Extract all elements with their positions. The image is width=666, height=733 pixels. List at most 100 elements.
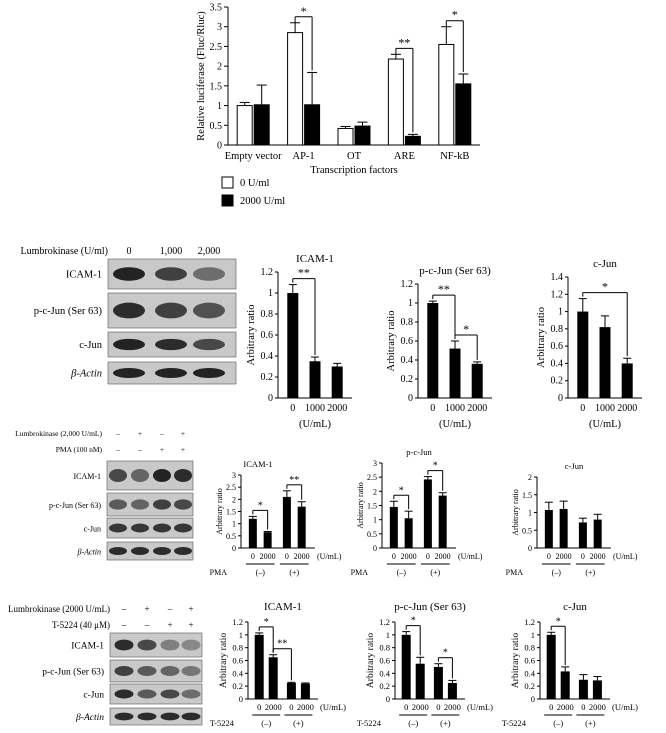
x-axis-label: Transcription factors — [310, 165, 397, 176]
treatment-mark: – — [159, 429, 164, 438]
sig-label: * — [399, 485, 404, 496]
group-label: (–) — [397, 568, 407, 577]
chart-title: p-c-Jun — [406, 447, 432, 457]
y-tick-label: 2 — [232, 495, 236, 504]
band — [114, 639, 134, 651]
treatment-mark: 2,000 — [198, 246, 221, 257]
treatment-label: Lumbrokinase (2000 U/mL) — [8, 604, 110, 614]
small-bar-chart: 0 0.2 0.4 0.6 0.8 1 1.2 p-c-Jun (Ser 63) Arbitra… — [357, 601, 493, 728]
x-tick-label: Empty vector — [225, 151, 282, 162]
x-axis-label: (U/mL) — [467, 702, 493, 712]
bar — [577, 311, 589, 398]
x-axis-label: (U/mL) — [589, 419, 622, 430]
group-label: (+) — [430, 568, 440, 577]
bar — [599, 327, 611, 398]
bar — [560, 671, 570, 699]
bar — [309, 361, 321, 398]
band — [174, 499, 192, 510]
bar — [287, 293, 299, 398]
blot-row-label: c-Jun — [84, 525, 101, 534]
group-label: (+) — [585, 718, 596, 728]
x-tick-label: 2000 — [556, 552, 572, 561]
y-tick-label: 0.8 — [379, 643, 390, 653]
x-tick-label: 1000 — [445, 403, 465, 414]
band — [131, 499, 149, 510]
band — [160, 712, 180, 721]
chart-title: ICAM-1 — [264, 601, 302, 613]
treatment-mark: – — [167, 604, 173, 614]
y-tick-label: 0.8 — [524, 643, 535, 653]
bar — [449, 348, 461, 398]
band — [109, 468, 127, 483]
blot-row-label: p-c-Jun (Ser 63) — [49, 501, 101, 510]
blot-row-label: p-c-Jun (Ser 63) — [42, 667, 104, 678]
y-axis-label: Arbitrary ratio — [219, 633, 229, 688]
group-label: (+) — [585, 568, 595, 577]
bar — [287, 32, 304, 146]
bar — [433, 666, 443, 699]
y-tick-label: 1.5 — [226, 508, 236, 517]
y-tick-label: 0.5 — [367, 530, 377, 539]
bar — [268, 657, 278, 699]
treatment-label: Lumbrokinase (U/ml) — [21, 246, 108, 257]
y-tick-label: 2.5 — [367, 473, 377, 482]
y-tick-label: 1.5 — [210, 81, 223, 92]
band — [174, 546, 192, 556]
band — [160, 689, 180, 699]
y-tick-label: 1.2 — [379, 617, 390, 627]
y-tick-label: 2 — [217, 62, 222, 73]
bar — [253, 104, 270, 146]
y-axis-label: Arbitrary ratio — [356, 482, 365, 528]
x-tick-label: 0 — [580, 403, 585, 414]
band — [181, 689, 201, 699]
bar — [455, 83, 472, 146]
x-axis-label: (U/mL) — [320, 702, 346, 712]
band — [181, 712, 201, 721]
bar — [297, 506, 306, 548]
y-tick-label: 1 — [386, 630, 390, 640]
treatment-mark: + — [181, 429, 185, 438]
sig-label: * — [443, 648, 448, 659]
blot-row-label: β-Actin — [75, 713, 104, 723]
group-prefix: PMA — [210, 568, 228, 577]
bar — [621, 363, 633, 398]
western-blot-1: Lumbrokinase (2,000 U/mL) – + – + PMA (100 nM… — [15, 429, 194, 561]
y-tick-label: 0.8 — [401, 317, 414, 328]
y-tick-label: 0.6 — [261, 330, 274, 341]
y-tick-label: 1 — [239, 630, 243, 640]
y-tick-label: 0 — [373, 544, 377, 553]
band — [109, 523, 127, 533]
chart-title: p-c-Jun (Ser 63) — [394, 601, 466, 613]
band — [153, 523, 171, 533]
treatment-mark: + — [188, 604, 193, 614]
small-bar-chart: 0 0.5 1 1.5 2 2.5 3 p-c-Jun Arbitrary ratio 0 2000… — [351, 447, 483, 577]
sig-label: * — [463, 322, 469, 336]
bar — [286, 682, 296, 699]
x-tick-label: 0 — [547, 552, 551, 561]
treatment-mark: + — [160, 445, 164, 454]
bar — [282, 496, 291, 548]
treatment-mark: – — [144, 620, 150, 630]
y-tick-label: 1.2 — [551, 289, 564, 300]
y-tick-label: 0 — [528, 544, 532, 553]
y-tick-label: 1 — [373, 516, 377, 525]
y-axis-label: Arbitrary ratio — [536, 307, 547, 368]
band — [174, 468, 192, 483]
x-tick-label: 2000 — [435, 552, 451, 561]
y-tick-label: 0.6 — [232, 656, 243, 666]
blot-row-label: ICAM-1 — [73, 472, 101, 481]
bar — [236, 105, 253, 146]
bar — [438, 495, 447, 548]
y-tick-label: 0.4 — [551, 358, 564, 369]
y-tick-label: 1 — [217, 101, 222, 112]
y-axis-label: Arbitrary ratio — [366, 633, 376, 688]
y-tick-label: 1.4 — [551, 272, 564, 283]
small-bar-chart: 0 0.2 0.4 0.6 0.8 1 1.2 c-Jun Arbitrary ratio 0 20… — [502, 601, 638, 728]
blot-row-label: c-Jun — [79, 340, 102, 351]
y-tick-label: 0 — [531, 694, 535, 704]
y-tick-label: 0.8 — [261, 309, 274, 320]
y-tick-label: 1 — [232, 520, 236, 529]
group-prefix: T-5224 — [502, 718, 527, 728]
treatment-mark: – — [115, 445, 120, 454]
y-tick-label: 0 — [558, 393, 563, 404]
